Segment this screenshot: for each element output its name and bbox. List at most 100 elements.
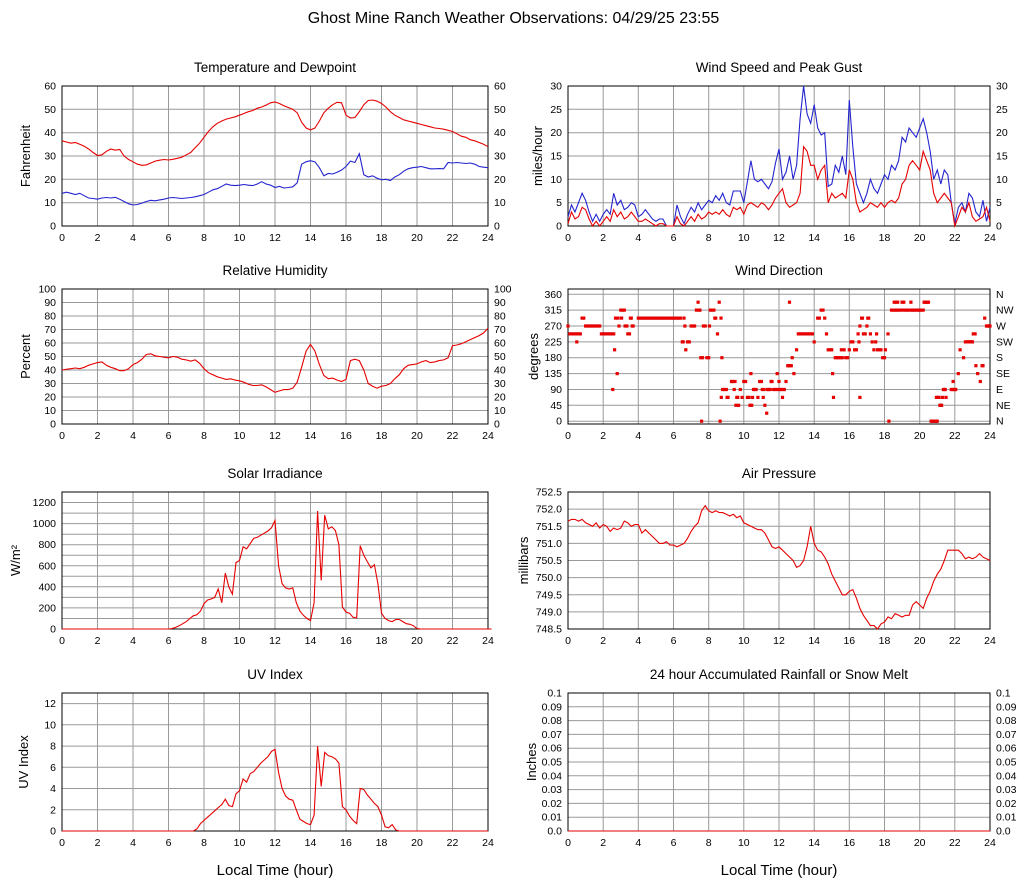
y-tick-label: 15 (550, 151, 562, 163)
x-tick-label: 0 (59, 635, 65, 647)
plot-frame (61, 288, 489, 425)
x-tick-label: 16 (843, 430, 855, 442)
solar-irradiance-series (62, 510, 492, 630)
x-tick-label: 12 (269, 635, 281, 647)
wind-speed-series (567, 145, 991, 229)
y-tick-label-right: N (996, 416, 1004, 428)
y-tick-label: 50 (44, 104, 56, 116)
x-tick-label: 4 (130, 837, 136, 849)
x-tick-label: 0 (59, 232, 65, 244)
x-tick-label: 0 (565, 635, 571, 647)
y-tick-label: 200 (38, 602, 56, 614)
y-tick-label: 0 (50, 826, 56, 838)
x-tick-label: 16 (843, 635, 855, 647)
y-tick-label: 751.0 (536, 538, 562, 550)
y-tick-label: 0.08 (542, 715, 563, 727)
x-tick-label: 2 (600, 430, 606, 442)
x-tick-label: 20 (411, 837, 423, 849)
plot-frame (61, 85, 489, 227)
y-axis-title: Inches (524, 742, 539, 781)
x-tick-label: 24 (984, 635, 996, 647)
x-tick-label: 8 (706, 837, 712, 849)
relative-humidity-plot: 0 2 4 6 8 10 12 14 16 18 20 22 24 0 0 10 10 20 20 30 30 40 40 5… (0, 252, 515, 453)
x-tick-label: 8 (706, 635, 712, 647)
x-tick-label: 20 (411, 635, 423, 647)
x-tick-label: 24 (482, 430, 494, 442)
x-axis-title: Local Time (hour) (217, 862, 334, 878)
y-tick-label: 0.0 (547, 826, 562, 838)
y-tick-label: 180 (544, 352, 562, 364)
y-tick-label: 60 (44, 338, 56, 350)
x-tick-label: 20 (914, 635, 926, 647)
y-tick-label: 1000 (33, 518, 57, 530)
y-tick-label: 0 (556, 221, 562, 233)
y-tick-label-right: 0.0 (996, 826, 1011, 838)
x-tick-label: 14 (808, 430, 820, 442)
y-tick-label-right: 20 (494, 392, 506, 404)
x-tick-label: 10 (738, 232, 750, 244)
rainfall-plot: 0 2 4 6 8 10 12 14 16 18 20 22 24 0.0 0.0 0.01 0.01 0.02 0… (512, 655, 1027, 878)
chart-wind-direction: 0 2 4 6 8 10 12 14 16 18 20 22 24 0 N 45 NE 90 E 135 SE 180 S 2… (512, 252, 1027, 448)
y-tick-label: 600 (38, 560, 56, 572)
x-tick-label: 20 (914, 837, 926, 849)
x-tick-label: 2 (95, 430, 101, 442)
y-tick-label-right: 30 (494, 378, 506, 390)
y-tick-label: 750.5 (536, 555, 562, 567)
y-tick-label-right: E (996, 384, 1003, 396)
y-tick-label: 0.09 (542, 701, 563, 713)
y-tick-label-right: N (996, 289, 1004, 301)
x-tick-label: 6 (671, 635, 677, 647)
y-tick-label: 752.5 (536, 487, 562, 499)
x-tick-label: 10 (738, 635, 750, 647)
chart-title: Relative Humidity (222, 263, 327, 278)
y-axis-title: UV Index (16, 735, 31, 789)
chart-title: 24 hour Accumulated Rainfall or Snow Mel… (650, 667, 908, 682)
x-tick-label: 8 (201, 232, 207, 244)
y-tick-label-right: W (996, 321, 1006, 333)
y-tick-label: 70 (44, 324, 56, 336)
y-tick-label: 80 (44, 311, 56, 323)
chart-relative-humidity: 0 2 4 6 8 10 12 14 16 18 20 22 24 0 0 10 10 20 20 30 30 40 40 5… (0, 252, 515, 448)
x-tick-label: 18 (879, 635, 891, 647)
x-tick-label: 6 (671, 232, 677, 244)
x-tick-label: 22 (447, 232, 459, 244)
y-tick-label: 60 (44, 81, 56, 93)
y-tick-label: 10 (550, 174, 562, 186)
x-tick-label: 0 (565, 430, 571, 442)
chart-rainfall: 0 2 4 6 8 10 12 14 16 18 20 22 24 0.0 0.0 0.01 0.01 0.02 0… (512, 655, 1027, 878)
x-tick-label: 6 (166, 430, 172, 442)
y-tick-label-right: 0.07 (996, 729, 1017, 741)
x-tick-label: 14 (305, 232, 317, 244)
plot-frame (61, 491, 489, 630)
y-tick-label-right: 20 (996, 127, 1008, 139)
y-tick-label: 2 (50, 804, 56, 816)
x-tick-label: 18 (879, 430, 891, 442)
x-tick-label: 10 (234, 232, 246, 244)
x-tick-label: 14 (305, 430, 317, 442)
uv-index-series (62, 746, 488, 832)
x-tick-label: 24 (984, 837, 996, 849)
x-tick-label: 8 (706, 430, 712, 442)
x-tick-label: 16 (340, 232, 352, 244)
x-tick-label: 14 (305, 635, 317, 647)
x-tick-label: 22 (949, 635, 961, 647)
x-tick-label: 14 (305, 837, 317, 849)
y-tick-label: 0 (50, 624, 56, 636)
x-tick-label: 10 (738, 430, 750, 442)
y-tick-label: 8 (50, 741, 56, 753)
x-tick-label: 20 (411, 232, 423, 244)
x-tick-label: 16 (843, 232, 855, 244)
x-tick-label: 0 (59, 837, 65, 849)
y-axis-title: W/m² (8, 544, 23, 576)
x-tick-label: 0 (59, 430, 65, 442)
y-tick-label: 748.5 (536, 624, 562, 636)
x-tick-label: 4 (130, 430, 136, 442)
x-tick-label: 4 (635, 837, 641, 849)
y-tick-label: 751.5 (536, 521, 562, 533)
x-tick-label: 2 (95, 635, 101, 647)
x-tick-label: 22 (949, 232, 961, 244)
y-tick-label: 5 (556, 197, 562, 209)
y-tick-label: 0.02 (542, 798, 563, 810)
y-tick-label: 1200 (33, 497, 57, 509)
x-tick-label: 18 (879, 232, 891, 244)
